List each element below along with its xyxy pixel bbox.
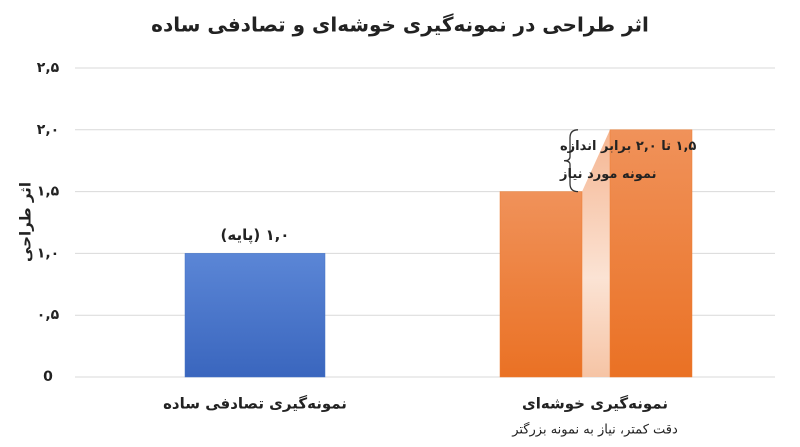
y-tick-label: ۱,۰ bbox=[37, 245, 59, 261]
y-tick-label: ۰,۵ bbox=[37, 307, 60, 323]
annotation: نمونه مورد نیاز bbox=[559, 167, 656, 182]
y-tick-label: 0 bbox=[43, 369, 53, 385]
y-tick-label: ۲,۵ bbox=[37, 60, 60, 76]
bar bbox=[184, 253, 326, 378]
y-tick-label: ۲,۰ bbox=[37, 122, 59, 138]
annotation: ۱,۵ تا ۲,۰ برابر اندازه bbox=[560, 139, 696, 154]
value-label: ۱,۰ (پایه) bbox=[221, 226, 290, 245]
x-tick-label: نمونه‌گیری خوشه‌ای bbox=[522, 395, 668, 413]
chart-title: اثر طراحی در نمونه‌گیری خوشه‌ای و تصادفی… bbox=[151, 13, 649, 37]
category-note: دقت کمتر، نیاز به نمونه بزرگتر bbox=[511, 422, 678, 438]
x-tick-label: نمونه‌گیری تصادفی ساده bbox=[163, 395, 347, 413]
bar bbox=[609, 129, 693, 378]
bar bbox=[499, 191, 583, 378]
y-tick-label: ۱,۵ bbox=[37, 184, 60, 200]
brace bbox=[563, 129, 579, 193]
range-connector bbox=[582, 129, 610, 377]
y-axis-label: اثر طراحی bbox=[17, 182, 35, 262]
